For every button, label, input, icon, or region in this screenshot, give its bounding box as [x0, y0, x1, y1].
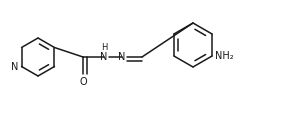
- Text: N: N: [118, 52, 126, 62]
- Text: O: O: [79, 77, 87, 87]
- Text: NH₂: NH₂: [215, 51, 234, 61]
- Text: N: N: [11, 62, 19, 72]
- Text: H: H: [101, 44, 107, 52]
- Text: N: N: [100, 52, 108, 62]
